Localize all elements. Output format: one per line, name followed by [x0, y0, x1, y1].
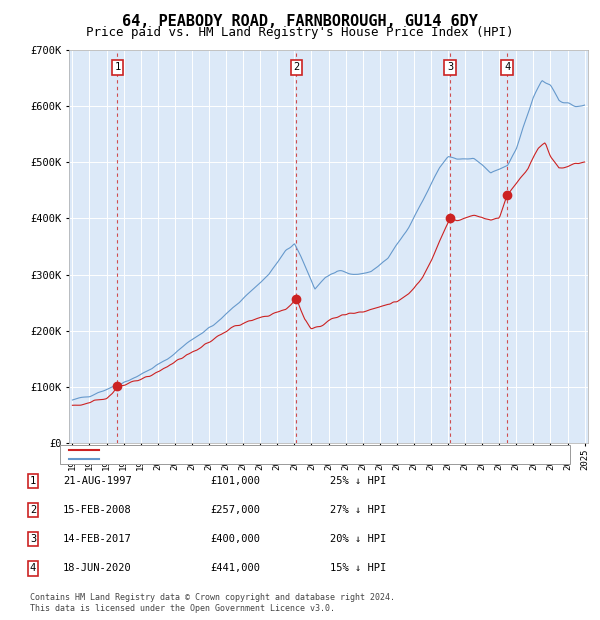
Text: 15% ↓ HPI: 15% ↓ HPI: [330, 563, 386, 574]
Text: 2: 2: [30, 505, 36, 515]
Text: £400,000: £400,000: [210, 534, 260, 544]
Text: 1: 1: [30, 476, 36, 486]
Text: 25% ↓ HPI: 25% ↓ HPI: [330, 476, 386, 486]
Text: 21-AUG-1997: 21-AUG-1997: [63, 476, 132, 486]
Text: 3: 3: [447, 63, 453, 73]
Text: 18-JUN-2020: 18-JUN-2020: [63, 563, 132, 574]
Text: £101,000: £101,000: [210, 476, 260, 486]
Text: 27% ↓ HPI: 27% ↓ HPI: [330, 505, 386, 515]
Text: 14-FEB-2017: 14-FEB-2017: [63, 534, 132, 544]
Text: £257,000: £257,000: [210, 505, 260, 515]
Text: 3: 3: [30, 534, 36, 544]
Text: 15-FEB-2008: 15-FEB-2008: [63, 505, 132, 515]
Text: 1: 1: [115, 63, 121, 73]
Text: 4: 4: [30, 563, 36, 574]
Text: Price paid vs. HM Land Registry's House Price Index (HPI): Price paid vs. HM Land Registry's House …: [86, 26, 514, 39]
Text: 2: 2: [293, 63, 299, 73]
Text: HPI: Average price, detached house, Rushmoor: HPI: Average price, detached house, Rush…: [102, 454, 361, 464]
Text: £441,000: £441,000: [210, 563, 260, 574]
Text: 20% ↓ HPI: 20% ↓ HPI: [330, 534, 386, 544]
Text: 64, PEABODY ROAD, FARNBOROUGH, GU14 6DY (detached house): 64, PEABODY ROAD, FARNBOROUGH, GU14 6DY …: [102, 445, 431, 455]
Text: Contains HM Land Registry data © Crown copyright and database right 2024.
This d: Contains HM Land Registry data © Crown c…: [30, 593, 395, 613]
Text: 64, PEABODY ROAD, FARNBOROUGH, GU14 6DY: 64, PEABODY ROAD, FARNBOROUGH, GU14 6DY: [122, 14, 478, 29]
Text: 4: 4: [504, 63, 510, 73]
